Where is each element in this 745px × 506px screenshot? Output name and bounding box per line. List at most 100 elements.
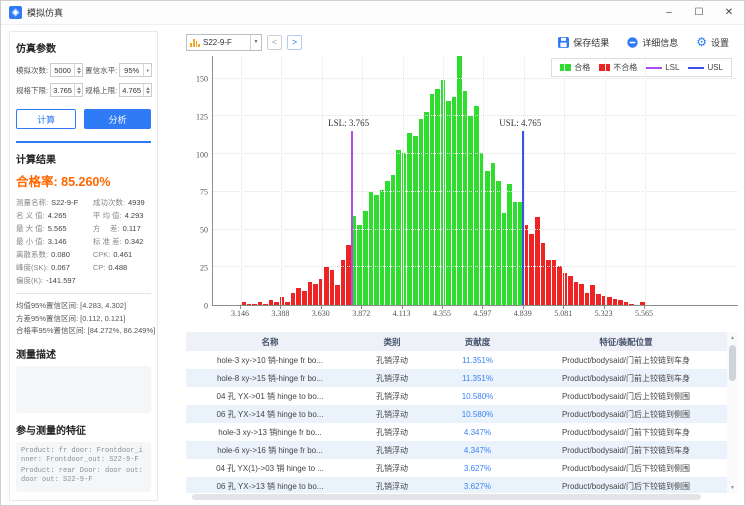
stat-value: 5.565 [47,224,67,233]
horizontal-scrollbar-thumb[interactable] [192,494,701,500]
feature-line-1: Product: rear Door: door out: door out: … [21,467,143,484]
confidence-select[interactable]: 95% ▼ [119,63,153,77]
features-title: 参与测量的特征 [16,426,86,437]
confidence-interval-2: 合格率95%置信区间: [84.272%, 86.249%] [16,326,156,335]
histogram-bar [534,217,540,305]
minimize-button[interactable]: – [666,7,672,18]
histogram-bar [379,190,385,305]
spin-down-icon[interactable] [76,90,81,94]
stat-label: CPK: [92,250,111,259]
x-tick-label: 4.113 [392,309,411,318]
legend-item-LSL[interactable]: LSL [646,63,679,72]
x-tick-mark [240,306,241,309]
sidebar: 仿真参数 模拟次数: 5000 置信水平: 95% ▼ 规格下限: 3.765 规格上限: 4.… [9,31,158,501]
histogram-bar [418,119,424,305]
table-row[interactable]: hole-3 xy->13 销hinge fr bo... 孔销浮动 4.347% P… [186,423,727,441]
histogram-bar [540,243,546,305]
cell-location: Product/bodysaid/门前下铰链到车身 [561,427,691,437]
stat-label: 测量名称: [16,198,49,207]
histogram-bar [640,301,645,305]
histogram-bar [601,295,607,305]
scroll-up-icon[interactable]: ▲ [730,334,735,341]
legend-item-USL[interactable]: USL [688,63,723,72]
maximize-button[interactable]: ☐ [694,7,704,18]
horizontal-scrollbar[interactable] [186,493,727,501]
gridline-vertical [483,56,485,305]
stats-right: 成功次数: 4939 平 均 值: 4.293 方 差: 0.117 标 准 差: 0.342… [93,196,151,287]
table-row[interactable]: 04 孔 YX->01 销 hinge to bo... 孔销浮动 10.580% P… [186,387,727,405]
spin-up-icon[interactable] [76,66,81,70]
table-row[interactable]: 04 孔 YX(1)->03 销 hinge to ... 孔销浮动 3.627% P… [186,459,727,477]
y-tick-label: 0 [204,301,208,311]
param-label-3: 规格上限: [85,85,118,95]
table-row[interactable]: hole-6 xy->16 销 hinge fr bo... 孔销浮动 4.347%… [186,441,727,459]
settings-button[interactable]: ⚙ 设置 [687,33,738,52]
spin-up-icon[interactable] [145,86,150,90]
stat-label: 峰度(SK): [16,263,49,272]
measurement-dropdown[interactable]: S22-9-F ▼ [186,33,262,51]
chevron-down-icon[interactable]: ▼ [143,64,151,76]
details-button[interactable]: 详细信息 [618,33,687,52]
y-tick-label: 125 [196,112,208,122]
param-spinner-0[interactable]: 5000 [50,63,84,77]
app-logo-icon [9,6,22,19]
histogram-bar [307,282,313,305]
spinner-arrows[interactable] [143,84,151,96]
close-button[interactable]: ✕ [724,7,734,18]
spinner-arrows[interactable] [74,84,82,96]
spinner-arrows[interactable] [74,64,82,76]
table-row[interactable]: hole-8 xy->15 销-hinge fr bo... 孔销浮动 11.351… [186,369,727,387]
cell-location: Product/bodysaid/门后上铰链到侧围 [561,391,691,401]
x-tick-label: 3.872 [352,309,371,318]
calculate-button[interactable]: 计算 [16,109,77,129]
description-box[interactable] [16,365,151,413]
histogram-bar [473,105,479,305]
header-location: 特征/装配位置 [599,336,653,347]
y-tick-label: 25 [200,263,208,273]
stat-row: 偏度(K): -141.597 [16,274,89,287]
param-value-0: 5000 [54,65,71,75]
stat-label: 方 差: [92,224,120,233]
legend-item-合格[interactable]: 合格 [560,62,590,73]
vertical-scrollbar[interactable]: ▲ ▼ [727,332,738,493]
histogram-bar [573,282,579,305]
cell-name: 06 孔 YX->13 销 hinge to bo... [216,481,324,491]
analyze-button[interactable]: 分析 [84,109,151,129]
histogram-chart: 0 25 50 75 100 125 150 合格 不合格 LSL USL LSL: 3.765 U… [186,56,738,328]
histogram-bar [584,292,590,305]
param-spinner-2[interactable]: 3.765 [50,83,84,97]
header-contribution: 贡献度 [464,336,491,347]
table-row[interactable]: 06 孔 YX->13 销 hinge to bo... 孔销浮动 3.627% Pr… [186,477,727,493]
cell-location: Product/bodysaid/门前上铰链到车身 [561,373,691,383]
histogram-bar [440,80,446,305]
save-results-button[interactable]: 保存结果 [549,33,618,52]
scrollbar-thumb[interactable] [729,345,736,381]
legend-swatch [646,66,663,69]
scroll-down-icon[interactable]: ▼ [730,484,735,491]
prev-measurement-button[interactable]: < [267,34,282,50]
spin-up-icon[interactable] [76,86,81,90]
gridline-vertical [402,56,404,305]
spin-down-icon[interactable] [145,90,150,94]
cell-name: 06 孔 YX->14 销 hinge to bo... [216,409,324,419]
plot-area: 合格 不合格 LSL USL LSL: 3.765 USL: 4.765 [212,56,738,306]
x-tick-mark [603,306,605,309]
stat-value: 3.146 [47,237,67,246]
param-spinner-3[interactable]: 4.765 [119,83,153,97]
y-tick-label: 50 [200,225,208,235]
x-tick-label: 5.565 [635,309,653,318]
table-row[interactable]: 06 孔 YX->14 销 hinge to bo... 孔销浮动 10.580% P… [186,405,727,423]
histogram-bar [507,184,512,305]
histogram-bar [523,225,529,305]
histogram-bar [335,285,340,305]
stat-label: 最 小 值: [16,237,45,246]
cell-category: 孔销浮动 [376,463,408,473]
cell-name: hole-3 xy->13 销hinge fr bo... [218,427,322,437]
table-row[interactable]: hole-3 xy->10 销-hinge fr bo... 孔销浮动 11.351… [186,351,727,369]
histogram-bar [351,215,357,305]
stats-panel: 测量名称: S22-9-F 名 义 值: 4.265 最 大 值: 5.565 最 小 值:… [16,196,151,287]
cell-name: 04 孔 YX->01 销 hinge to bo... [216,391,324,401]
histogram-bar [274,301,279,305]
spin-down-icon[interactable] [76,70,81,74]
next-measurement-button[interactable]: > [287,34,302,50]
